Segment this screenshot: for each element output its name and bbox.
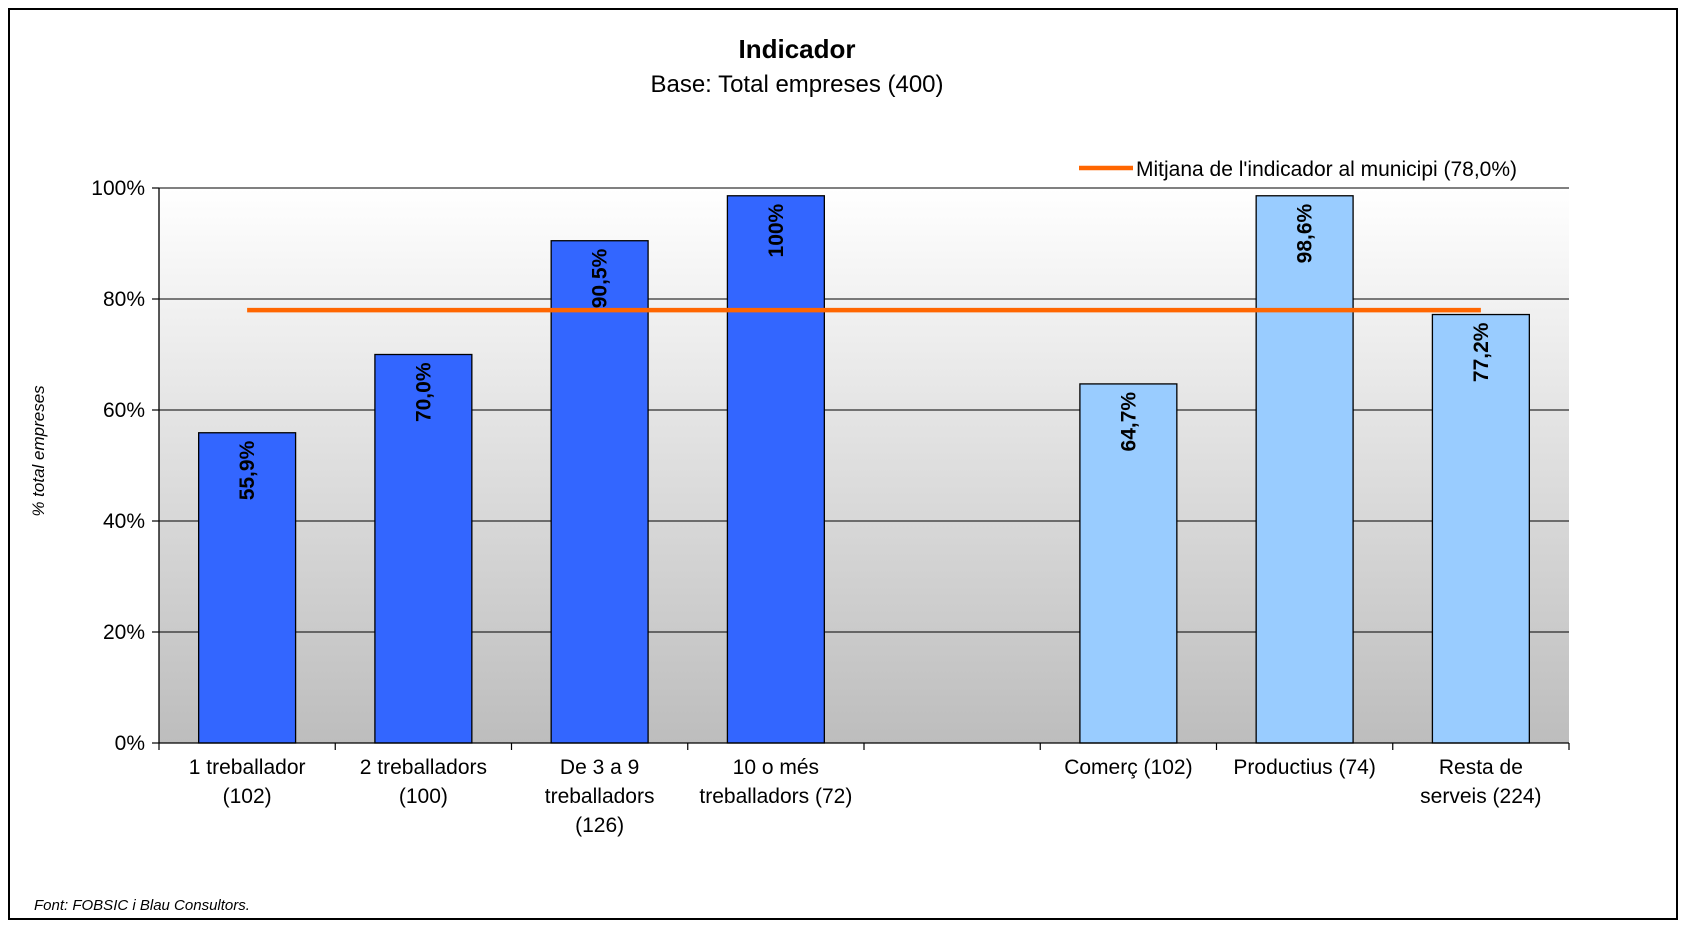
- y-axis-label: % total empreses: [29, 385, 48, 517]
- legend: Mitjana de l'indicador al municipi (78,0…: [1079, 158, 1517, 181]
- source-note: Font: FOBSIC i Blau Consultors.: [34, 897, 250, 914]
- x-category-label: De 3 a 9: [560, 756, 639, 779]
- data-label: 64,7%: [1117, 392, 1140, 452]
- bar: [1431, 313, 1530, 744]
- y-tick-label: 20%: [103, 621, 145, 644]
- legend-label-average: Mitjana de l'indicador al municipi (78,0…: [1136, 158, 1517, 181]
- x-category-label: Resta de: [1439, 756, 1523, 779]
- x-category-label: serveis (224): [1420, 785, 1541, 808]
- data-label: 98,6%: [1294, 203, 1317, 263]
- x-category-label: 2 treballadors: [360, 756, 487, 779]
- bar: [550, 240, 649, 744]
- x-category-label: 1 treballador: [189, 756, 306, 779]
- bar: [1079, 383, 1178, 744]
- chart-subtitle: Base: Total empreses (400): [650, 71, 943, 98]
- data-label: 100%: [765, 203, 788, 257]
- data-label: 55,9%: [236, 440, 259, 500]
- y-tick-label: 100%: [91, 177, 145, 200]
- axes: 0% 20% 40% 60% 80% 100%: [91, 177, 1570, 755]
- y-tick-label: 80%: [103, 288, 145, 311]
- x-category-label: 10 o més: [733, 756, 819, 779]
- data-label: 70,0%: [412, 362, 435, 422]
- y-tick-label: 0%: [115, 732, 145, 755]
- x-category-label: (102): [223, 785, 272, 808]
- plot-area: [159, 188, 1569, 743]
- bars: [198, 195, 1530, 744]
- x-category-label: treballadors: [545, 785, 655, 808]
- bar: [726, 195, 825, 744]
- x-category-label: Productius (74): [1233, 756, 1375, 779]
- labels: 55,9% 70,0% 90,5% 100% 64,7% 98,6% 77,2% 1 treb…: [189, 203, 1542, 837]
- x-category-label: (100): [399, 785, 448, 808]
- y-tick-label: 60%: [103, 399, 145, 422]
- x-category-label: (126): [575, 814, 624, 837]
- chart-frame: Indicador Base: Total empreses (400) % t…: [8, 8, 1678, 920]
- x-category-label: Comerç (102): [1064, 756, 1192, 779]
- bar: [1255, 195, 1354, 744]
- x-category-label: treballadors (72): [699, 785, 852, 808]
- data-label: 90,5%: [589, 248, 612, 308]
- chart-svg: Indicador Base: Total empreses (400) % t…: [29, 34, 1570, 914]
- data-label: 77,2%: [1470, 322, 1493, 382]
- bar: [198, 432, 297, 744]
- chart-title: Indicador: [738, 34, 855, 64]
- y-tick-label: 40%: [103, 510, 145, 533]
